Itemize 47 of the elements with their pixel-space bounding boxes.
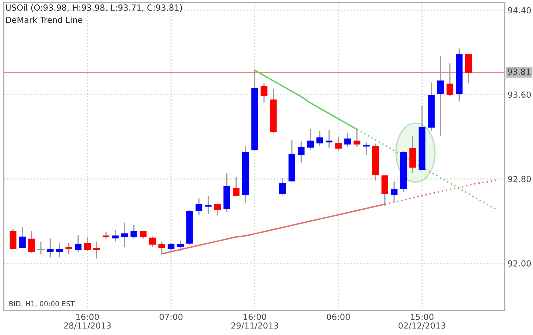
candlestick — [205, 196, 212, 215]
candlestick — [307, 129, 314, 150]
y-tick-label: 93.60 — [508, 92, 532, 98]
y-tick-label: 92.80 — [508, 176, 532, 182]
candlestick — [410, 136, 416, 174]
candlestick — [437, 56, 444, 136]
candlestick — [391, 182, 398, 202]
x-tick-label: 06:00 — [327, 314, 350, 320]
y-tick-label: 92.00 — [508, 260, 532, 267]
candlestick — [149, 236, 156, 248]
candlestick — [465, 54, 472, 84]
candlestick — [279, 178, 286, 196]
candlestick — [74, 236, 82, 252]
candlestick — [10, 229, 17, 250]
text: DeMark Trend Line — [6, 16, 83, 24]
candlestick — [335, 137, 342, 150]
candlestick — [214, 204, 222, 216]
ref-line-label: 93.81 — [508, 68, 531, 76]
x-tick-label: 15:00 02/12/2013 — [398, 314, 446, 330]
x-tick-label: 16:00 28/11/2013 — [64, 314, 111, 330]
chart-title: USOil (O:93.98, H:93.98, L:93.71, C:93.81) — [6, 4, 182, 12]
candlestick — [47, 238, 54, 258]
x-tick-label: 16:00 29/11/2013 — [232, 314, 278, 330]
candlestick — [28, 231, 36, 254]
candlestick — [19, 227, 26, 248]
candlestick — [224, 173, 230, 212]
candlestick — [298, 142, 305, 163]
candlestick — [37, 242, 45, 255]
candlestick — [66, 242, 72, 255]
candlestick — [316, 131, 324, 146]
candlestick — [260, 84, 268, 103]
y-tick-label: 94.40 — [508, 7, 532, 14]
x-tick-label: 07:00 — [160, 314, 183, 320]
candlestick — [233, 178, 240, 197]
candlestick — [158, 242, 166, 255]
candlestick — [196, 198, 203, 216]
candlestick — [344, 133, 352, 148]
candlestick — [121, 222, 128, 248]
candlestick — [130, 225, 138, 239]
candlestick — [94, 242, 100, 259]
candlestick — [446, 64, 454, 96]
candlestick — [112, 230, 119, 242]
candlestick — [363, 142, 370, 156]
candlestick — [84, 238, 92, 252]
candlestick — [177, 240, 184, 252]
candlestick — [382, 175, 388, 206]
candlestick — [56, 242, 64, 258]
